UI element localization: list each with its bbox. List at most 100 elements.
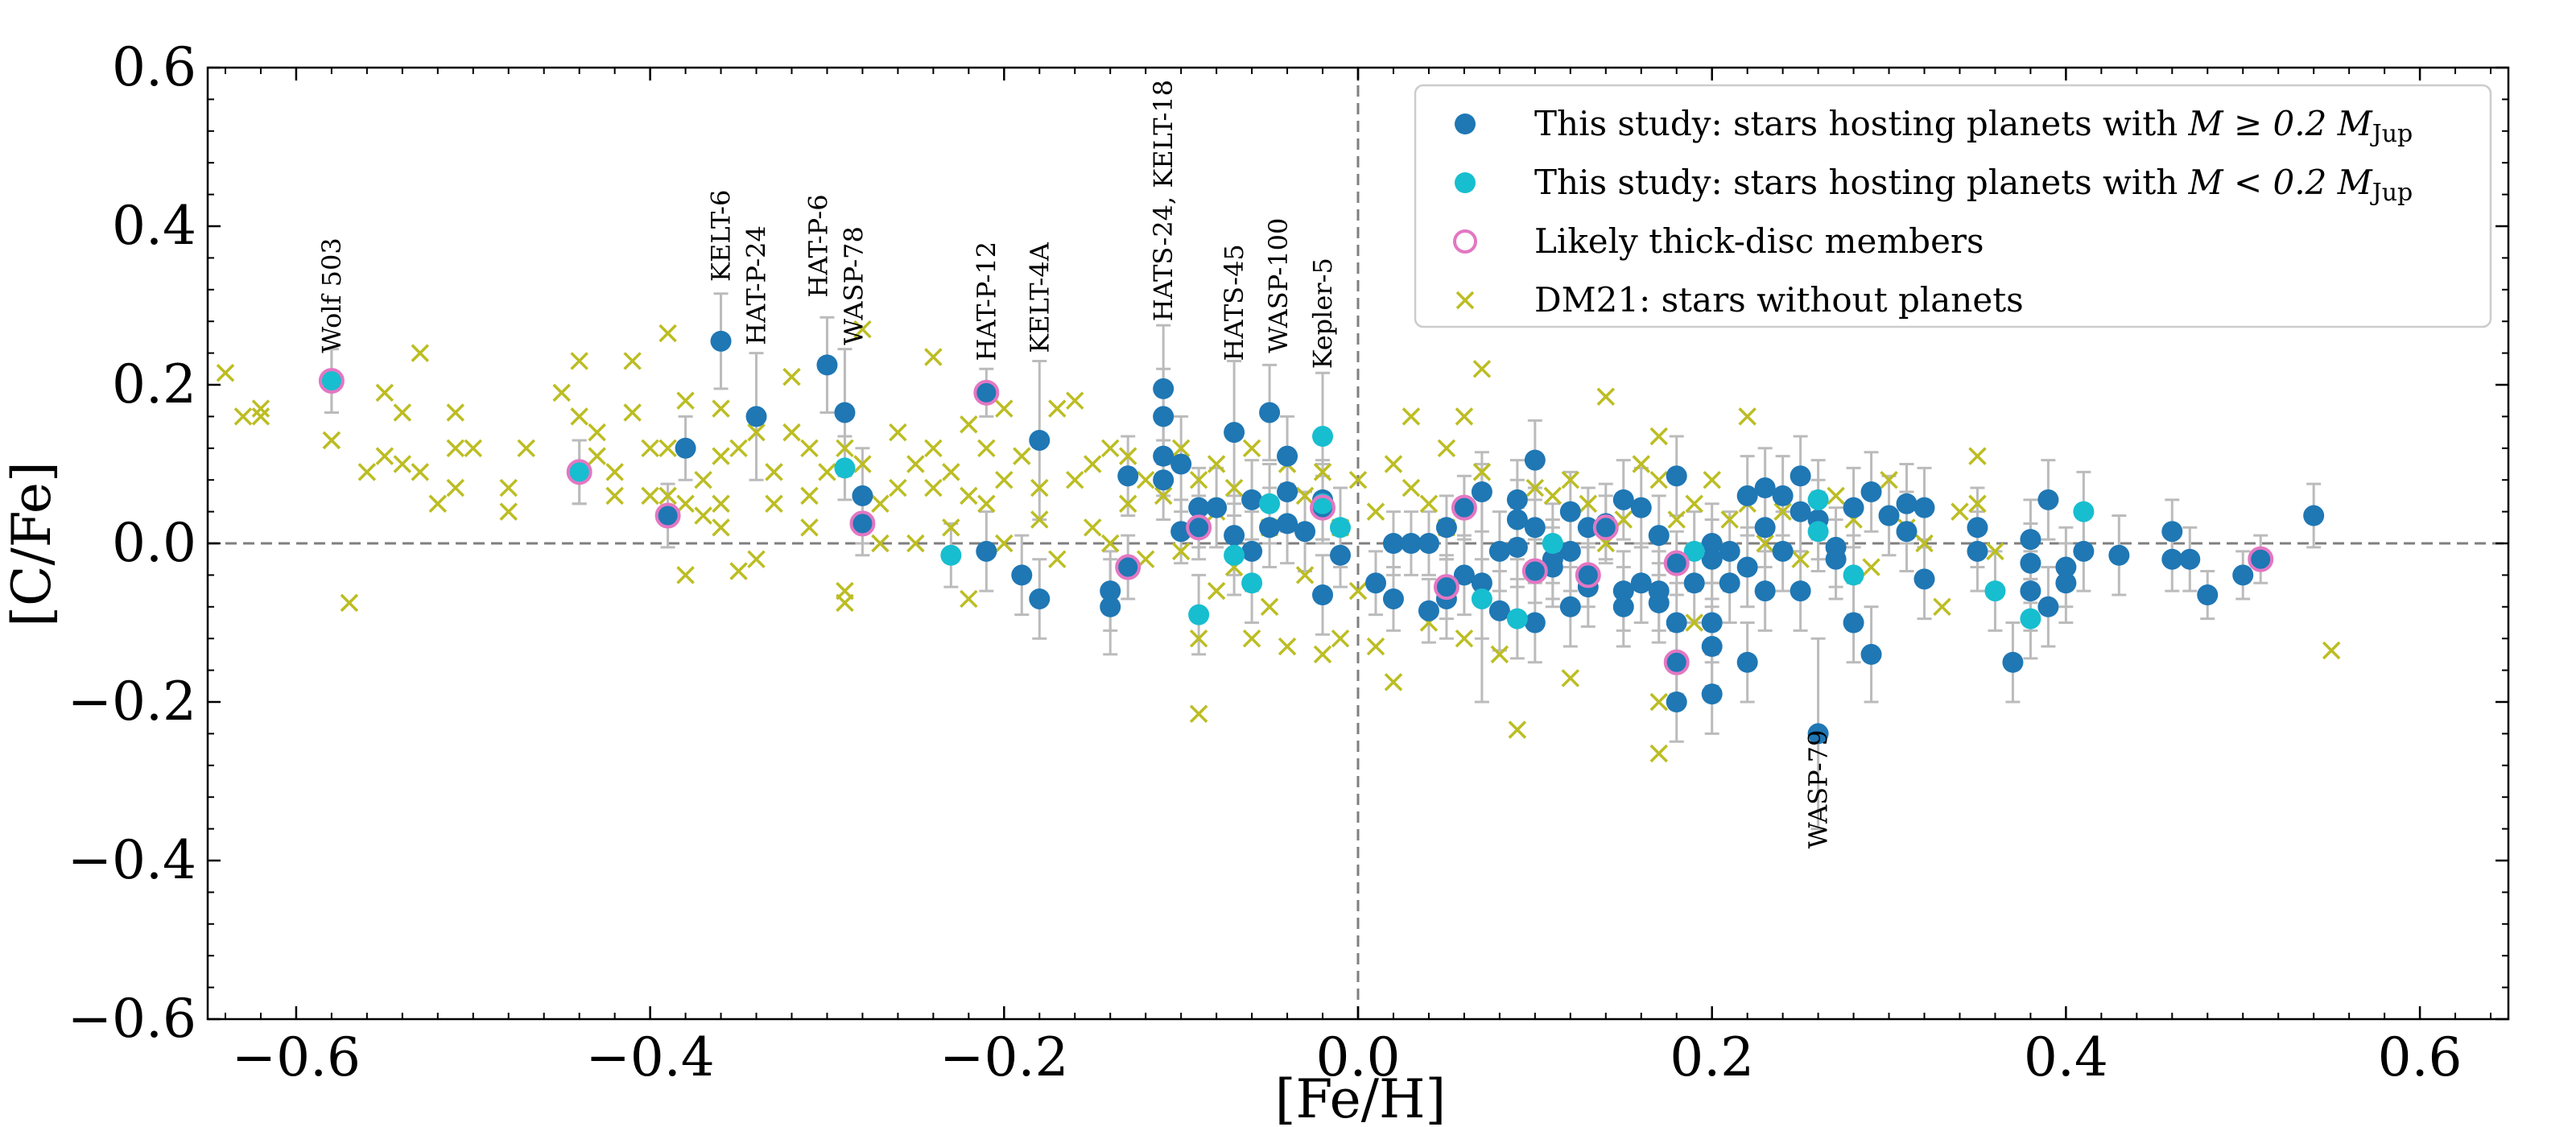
dm21-point [765,494,783,513]
massive-planet-host-point [1736,556,1758,578]
low-mass-planet-host-point [1807,489,1829,510]
massive-planet-host-point [1277,445,1298,467]
dm21-point [517,439,535,458]
dm21-point [1756,534,1774,553]
x-tick-label: 0.2 [1670,1026,1754,1088]
dm21-point [1862,558,1880,576]
dm21-point [1968,447,1987,465]
massive-planet-host-point [1524,612,1546,634]
dm21-point [1136,470,1155,489]
dm21-point [446,403,465,422]
dm21-point [1066,391,1084,410]
massive-planet-host-point [1153,469,1174,491]
x-tick-label: 0.6 [2378,1026,2462,1088]
dm21-point [853,320,872,339]
dm21-point [499,478,518,497]
series-thick-disc [318,368,2274,675]
massive-planet-host-point [1418,533,1439,554]
axis-ticks: −0.6 −0.4 −0.2 0.0 0.2 0.4 0.6 −0.6 −0.4 −0.2 0.0 0… [68,36,2508,1088]
massive-planet-host-point [1595,517,1616,539]
dm21-point [1207,581,1226,601]
dm21-point [1066,470,1084,489]
dm21-point [1472,360,1492,378]
dm21-point [871,494,890,513]
massive-planet-host-point [1913,568,1935,590]
massive-planet-host-point [1648,592,1670,613]
massive-planet-host-point [1382,533,1404,554]
dm21-point [676,494,695,513]
dm21-point [1773,502,1792,521]
massive-planet-host-point [852,485,873,506]
dm21-point [499,502,518,521]
dm21-point [1720,510,1739,529]
dm21-point [340,593,359,613]
massive-planet-host-point [2055,572,2077,594]
dm21-point [712,399,730,418]
massive-planet-host-point [1577,517,1599,539]
massive-planet-host-point [1967,517,1988,539]
massive-planet-host-point [1701,612,1723,634]
x-tick-label: −0.4 [585,1026,714,1088]
low-mass-planet-host-point [1188,604,1210,625]
massive-planet-host-point [1188,517,1210,539]
dm21-point [658,486,677,506]
dm21-point [1171,542,1191,561]
dm21-point [906,534,925,553]
dm21-point [1366,637,1385,656]
massive-planet-host-point [1913,497,1935,518]
massive-planet-host-point [852,513,873,535]
massive-planet-host-point [1559,540,1581,562]
low-mass-planet-host-point [1542,533,1563,554]
dm21-point [729,439,748,458]
dm21-point [1048,550,1067,568]
dm21-point [1295,486,1315,506]
dm21-point [428,494,448,513]
dm21-point [694,506,712,525]
low-mass-planet-host-point [1330,517,1352,539]
massive-planet-host-point [1330,544,1352,566]
dm21-point [1100,534,1120,553]
dm21-point [623,352,642,370]
massive-planet-host-point [1453,497,1475,518]
dm21-point [1083,455,1102,473]
massive-planet-host-point [1277,513,1298,535]
dm21-point [1455,629,1474,648]
thick-disc-marker [1310,494,1336,521]
massive-planet-host-point [2108,544,2130,566]
dm21-point [1366,502,1385,521]
x-tick-label: −0.2 [939,1026,1068,1088]
massive-planet-host-point [1648,525,1670,547]
dm21-point [1384,673,1403,691]
low-mass-planet-host-point [940,544,962,566]
dm21-point [1649,427,1668,446]
reference-lines [208,68,2508,1019]
low-mass-planet-host-point [568,461,590,483]
massive-planet-host-point [1559,596,1581,617]
low-mass-planet-host-point [1843,564,1864,586]
dm21-point [2322,641,2341,660]
massive-planet-host-point [745,406,767,427]
dm21-point [1703,470,1721,489]
dm21-point [765,463,783,481]
massive-planet-host-point [1701,636,1723,658]
dm21-point [1118,447,1137,465]
legend-marker-massive [1455,114,1476,134]
dm21-point [906,455,925,473]
dm21-point [1313,463,1332,481]
thick-disc-marker [566,459,592,485]
dm21-point [889,423,907,442]
dm21-point [1260,597,1279,617]
massive-planet-host-point [1453,564,1475,586]
massive-planet-host-point [1630,497,1652,518]
massive-planet-host-point [1860,643,1882,665]
massive-planet-host-point [1612,580,1634,602]
legend-label: Likely thick-disc members [1534,221,1984,261]
massive-planet-host-point [1224,422,1245,444]
dm21-point [1791,550,1810,568]
dm21-point [1100,439,1120,458]
dm21-point [1561,470,1580,489]
dm21-point [995,470,1013,489]
star-name-annotation: WASP-79 [1803,730,1834,849]
dm21-point [1437,439,1456,458]
dm21-point [1419,494,1439,513]
